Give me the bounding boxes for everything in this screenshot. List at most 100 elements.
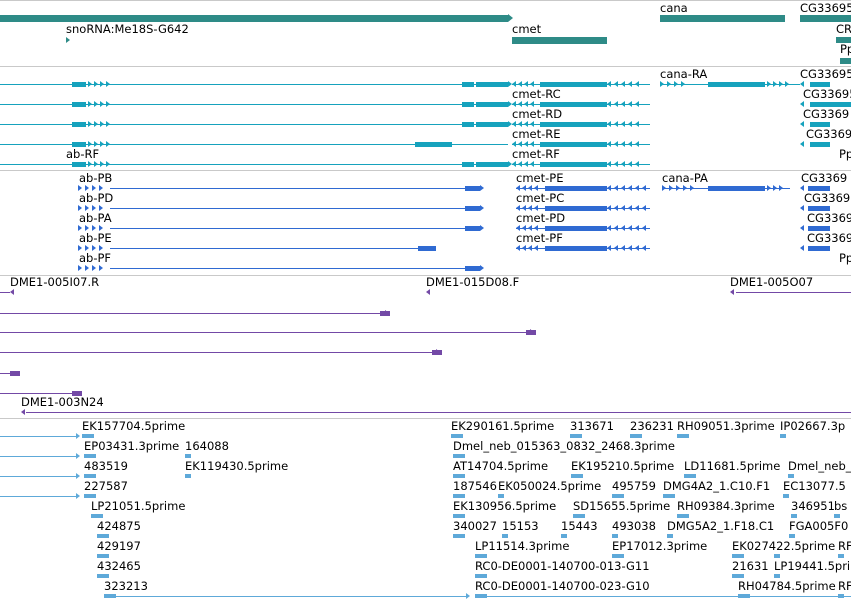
est-mark[interactable] — [789, 534, 795, 538]
est-label[interactable]: RC0-DE0001-140700-023-G10 — [475, 579, 650, 593]
strand-arrow[interactable] — [614, 225, 618, 231]
est-mark[interactable] — [677, 434, 683, 438]
exon-block[interactable] — [540, 162, 607, 167]
exon-block[interactable] — [540, 102, 607, 107]
est-mark[interactable] — [838, 554, 844, 558]
exon-block[interactable] — [810, 82, 830, 87]
transcript-label[interactable]: Pp — [839, 251, 851, 265]
clone-label[interactable]: DME1-005O07 — [730, 275, 814, 289]
exon-block[interactable] — [476, 162, 508, 167]
transcript-label[interactable]: ab-PD — [79, 191, 114, 205]
clone-end[interactable] — [10, 371, 20, 376]
strand-arrow[interactable] — [660, 81, 664, 87]
exon-block[interactable] — [545, 226, 607, 231]
strand-arrow[interactable] — [635, 225, 639, 231]
exon-block[interactable] — [465, 266, 480, 271]
clone-end[interactable] — [432, 350, 442, 355]
est-label[interactable]: EK195210.5prime — [571, 459, 675, 473]
est-mark[interactable] — [502, 534, 508, 538]
transcript-label[interactable]: cana-PA — [662, 171, 708, 185]
strand-arrow[interactable] — [669, 185, 673, 191]
strand-arrow[interactable] — [92, 185, 96, 191]
strand-arrow[interactable] — [642, 225, 646, 231]
strand-arrow[interactable] — [106, 101, 110, 107]
strand-arrow[interactable] — [85, 245, 89, 251]
exon-block[interactable] — [808, 186, 830, 191]
strand-arrow[interactable] — [534, 225, 538, 231]
strand-arrow[interactable] — [779, 185, 783, 191]
exon-block[interactable] — [708, 186, 765, 191]
est-mark[interactable] — [667, 534, 673, 538]
gene-label[interactable]: CR — [836, 22, 851, 36]
est-mark[interactable] — [636, 434, 642, 438]
exon-block[interactable] — [465, 206, 480, 211]
intron-line[interactable] — [26, 412, 851, 413]
est-label[interactable]: EC13077.5 — [783, 479, 846, 493]
clone-end[interactable] — [72, 391, 82, 396]
est-mark[interactable] — [84, 454, 90, 458]
transcript-label[interactable]: ab-PA — [79, 211, 112, 225]
est-label[interactable]: 483519 — [84, 459, 128, 473]
strand-arrow[interactable] — [21, 409, 25, 415]
est-label[interactable]: 15153 — [502, 519, 539, 533]
strand-arrow[interactable] — [466, 593, 470, 599]
strand-arrow[interactable] — [99, 185, 103, 191]
intron-line[interactable] — [0, 144, 508, 145]
est-label[interactable]: bs — [834, 499, 848, 513]
strand-arrow[interactable] — [621, 161, 625, 167]
est-label[interactable]: RC0-DE0001-140700-013-G11 — [475, 559, 650, 573]
transcript-label[interactable]: cmet-PF — [516, 231, 563, 245]
est-mark[interactable] — [84, 474, 90, 478]
est-mark[interactable] — [453, 454, 459, 458]
est-label[interactable]: IP02667.3p — [780, 419, 846, 433]
strand-arrow[interactable] — [642, 185, 646, 191]
strand-arrow[interactable] — [94, 141, 98, 147]
strand-arrow[interactable] — [607, 245, 611, 251]
strand-arrow[interactable] — [767, 81, 771, 87]
strand-arrow[interactable] — [607, 141, 611, 147]
strand-arrow[interactable] — [528, 245, 532, 251]
est-mark[interactable] — [612, 534, 618, 538]
exon-block[interactable] — [808, 226, 830, 231]
strand-arrow[interactable] — [621, 245, 625, 251]
strand-arrow[interactable] — [99, 265, 103, 271]
strand-arrow[interactable] — [730, 289, 734, 295]
strand-arrow[interactable] — [94, 81, 98, 87]
exon-block[interactable] — [72, 122, 86, 127]
feature-bar[interactable] — [0, 332, 530, 333]
est-mark[interactable] — [84, 494, 90, 498]
gene-bar[interactable] — [836, 37, 851, 43]
strand-arrow[interactable] — [635, 121, 639, 127]
strand-arrow[interactable] — [518, 101, 522, 107]
strand-arrow[interactable] — [524, 161, 528, 167]
strand-arrow[interactable] — [106, 161, 110, 167]
strand-arrow[interactable] — [534, 185, 538, 191]
strand-arrow[interactable] — [800, 185, 804, 191]
strand-arrow[interactable] — [85, 225, 89, 231]
strand-arrow[interactable] — [628, 161, 632, 167]
strand-arrow[interactable] — [512, 81, 516, 87]
est-mark[interactable] — [103, 534, 109, 538]
est-label[interactable]: RF — [838, 579, 851, 593]
strand-arrow[interactable] — [635, 101, 639, 107]
strand-arrow[interactable] — [528, 225, 532, 231]
strand-arrow[interactable] — [800, 225, 804, 231]
exon-block[interactable] — [462, 162, 474, 167]
est-mark[interactable] — [459, 534, 465, 538]
clone-label[interactable]: DME1-005I07.R — [10, 275, 100, 289]
strand-arrow[interactable] — [78, 225, 82, 231]
est-label[interactable]: EK130956.5prime — [453, 499, 557, 513]
exon-block[interactable] — [465, 186, 480, 191]
gene-bar[interactable] — [512, 37, 607, 44]
est-mark[interactable] — [663, 494, 669, 498]
est-label[interactable]: 227587 — [84, 479, 128, 493]
strand-arrow[interactable] — [524, 121, 528, 127]
exon-block[interactable] — [72, 82, 86, 87]
exon-block[interactable] — [476, 122, 508, 127]
est-label[interactable]: RF — [838, 539, 851, 553]
strand-arrow[interactable] — [518, 141, 522, 147]
strand-arrow[interactable] — [508, 101, 512, 107]
exon-block[interactable] — [476, 82, 508, 87]
est-mark[interactable] — [576, 434, 582, 438]
